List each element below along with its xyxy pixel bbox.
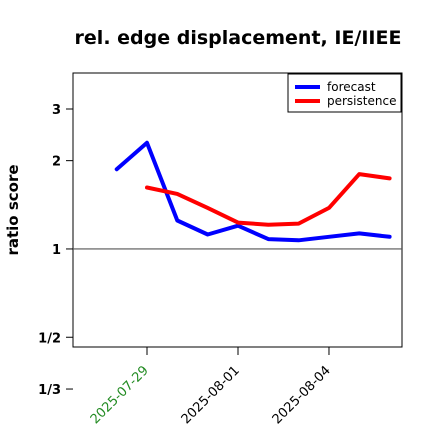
- y-axis-label: ratio score: [4, 164, 22, 255]
- x-tick-label: 2025-08-04: [270, 363, 334, 427]
- legend-label-persistence: persistence: [327, 94, 396, 108]
- x-tick-label: 2025-07-29: [88, 363, 152, 427]
- y-tick-label: 1/2: [38, 331, 61, 346]
- legend-box: [287, 73, 402, 113]
- x-axis: 2025-07-29 2025-08-01 2025-08-04: [88, 347, 334, 427]
- y-tick-label: 2: [52, 155, 61, 170]
- chart-title: rel. edge displacement, IE/IIEE: [75, 27, 402, 49]
- plot-frame: [72, 72, 403, 348]
- legend-label-forecast: forecast: [327, 80, 376, 94]
- y-tick-label: 1: [52, 243, 61, 258]
- y-tick-label: 3: [52, 103, 61, 118]
- x-tick-label: 2025-08-01: [179, 363, 243, 427]
- series-line-persistence: [145, 172, 392, 227]
- series-layer: [114, 140, 392, 243]
- y-axis: 3 2 1 1/2 1/3: [38, 103, 73, 398]
- series-line-forecast: [114, 140, 392, 243]
- y-tick-label: 1/3: [38, 383, 61, 398]
